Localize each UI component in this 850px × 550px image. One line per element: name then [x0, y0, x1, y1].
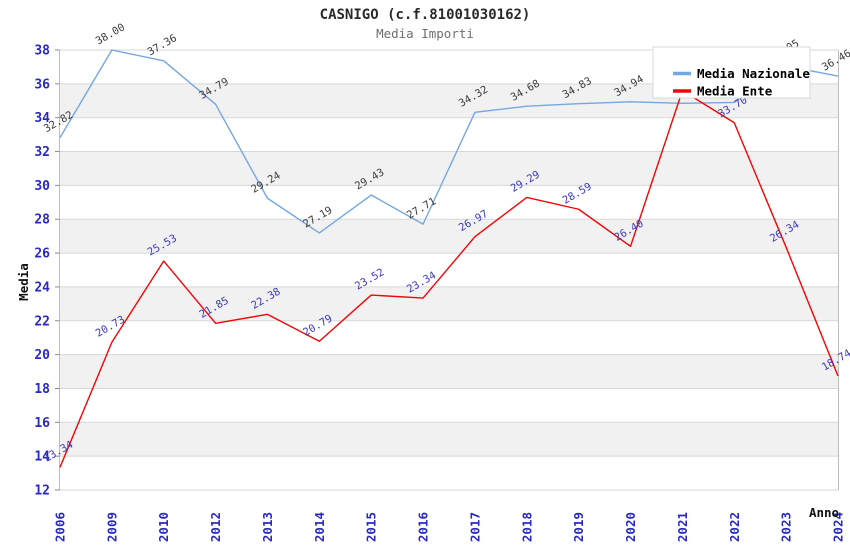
y-tick-label: 16	[34, 416, 50, 431]
point-label-media-nazionale: 36.46	[820, 47, 850, 73]
y-tick-label: 14	[34, 450, 50, 465]
x-tick-label: 2022	[727, 512, 742, 542]
x-tick-label: 2017	[467, 512, 482, 542]
x-tick-label: 2018	[519, 512, 534, 542]
y-tick-label: 18	[34, 382, 50, 397]
series-line-media-ente	[59, 89, 839, 468]
legend-label-media-ente: Media Ente	[697, 84, 773, 99]
y-tick-label: 20	[34, 348, 50, 363]
x-tick-label: 2009	[104, 512, 119, 542]
x-tick-label: 2019	[571, 512, 586, 542]
x-tick-label: 2021	[675, 512, 690, 542]
x-tick-label: 2020	[623, 512, 638, 542]
x-tick-label: 2024	[831, 512, 846, 542]
point-label-media-nazionale: 27.71	[405, 195, 438, 221]
y-tick-label: 38	[34, 44, 50, 59]
legend: Media Nazionale Media Ente	[652, 46, 811, 99]
x-tick-label: 2012	[208, 512, 223, 542]
x-tick-label: 2015	[364, 512, 379, 542]
legend-label-media-nazionale: Media Nazionale	[697, 66, 810, 81]
chart-subtitle: Media Importi	[376, 26, 474, 41]
point-label-media-ente: 13.34	[42, 439, 75, 465]
y-tick-label: 34	[34, 111, 50, 126]
y-tick-label: 32	[34, 145, 50, 160]
x-tick-label: 2023	[779, 512, 794, 542]
plot-band	[59, 286, 839, 321]
x-tick-label: 2016	[416, 512, 431, 542]
chart-title: CASNIGO (c.f.81001030162)	[320, 7, 531, 23]
x-tick-label: 2013	[260, 512, 275, 542]
x-tick-label: 2006	[53, 512, 68, 542]
y-tick-label: 26	[34, 247, 50, 262]
y-tick-label: 28	[34, 213, 50, 228]
y-tick-label: 30	[34, 179, 50, 194]
y-axis-title: Media	[16, 263, 31, 301]
series-line-media-nazionale	[59, 49, 839, 234]
y-tick-label: 24	[34, 280, 50, 295]
x-tick-label: 2010	[156, 512, 171, 542]
y-tick-label: 22	[34, 314, 50, 329]
plot-band	[59, 219, 839, 254]
y-tick-label: 12	[34, 484, 50, 499]
point-label-media-nazionale: 37.36	[146, 32, 179, 58]
point-label-media-nazionale: 38.00	[94, 21, 127, 47]
plot-band	[59, 422, 839, 457]
plot-band	[59, 354, 839, 389]
y-tick-label: 36	[34, 77, 50, 92]
x-axis-title: Anno	[809, 505, 839, 520]
x-tick-label: 2014	[312, 512, 327, 542]
